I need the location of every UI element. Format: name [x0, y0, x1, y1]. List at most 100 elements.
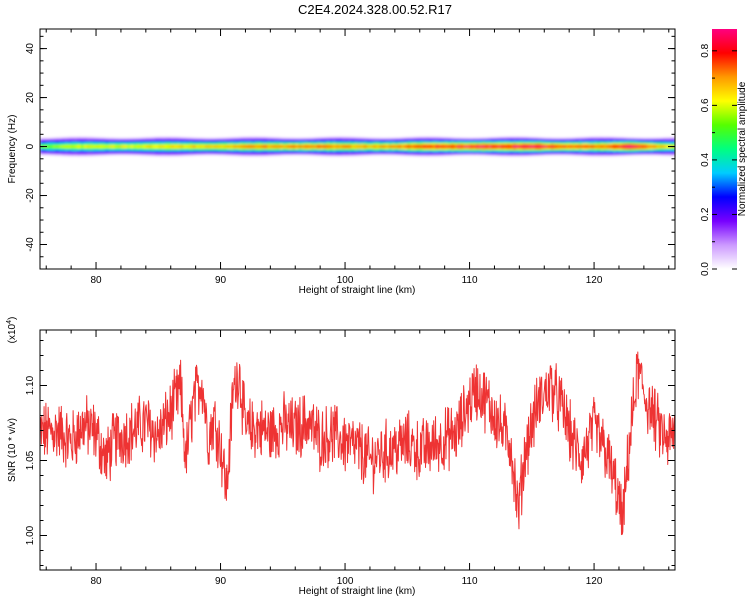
- spectral-cell: [313, 145, 318, 148]
- spectrogram-panel: 80 90 100 110 120 40 20 0 -20 -40 Height of strai…: [7, 28, 676, 296]
- spectral-cell: [326, 145, 331, 148]
- spectral-cell: [304, 145, 309, 148]
- spectral-cell: [114, 145, 119, 148]
- spectral-cell: [320, 145, 324, 148]
- colorbar-ticks: 0.0 0.2 0.4 0.6 0.8: [700, 43, 737, 276]
- spectral-cell: [229, 145, 234, 148]
- spectral-cell: [643, 145, 648, 148]
- snr-series-line: [40, 351, 675, 536]
- spectral-cell: [61, 145, 66, 148]
- y-tick-label: 20: [25, 92, 36, 104]
- spectral-cell: [603, 145, 608, 148]
- spectral-cell: [55, 145, 60, 148]
- spectral-cell: [307, 145, 312, 148]
- spectral-cell: [447, 145, 452, 148]
- spectral-cell: [189, 145, 194, 148]
- spectral-cell: [226, 145, 231, 148]
- y-tick-label: 40: [25, 43, 36, 55]
- spectral-cell: [587, 145, 592, 148]
- spectral-cell: [192, 145, 197, 148]
- spectral-cell: [444, 145, 449, 148]
- spectral-cell: [164, 145, 169, 148]
- spectral-cell: [99, 145, 103, 148]
- spectral-cell: [388, 145, 393, 148]
- spectral-cell: [105, 145, 110, 148]
- spectral-cell: [581, 145, 586, 148]
- x-tick-label: 110: [462, 275, 478, 286]
- spectral-cell: [180, 145, 184, 148]
- spectral-cell: [223, 145, 228, 148]
- spectral-cell: [369, 145, 374, 148]
- spectral-cell: [609, 145, 614, 148]
- spectral-cell: [482, 145, 486, 148]
- spectral-cell: [622, 145, 626, 148]
- spectral-cell: [572, 145, 576, 148]
- spectral-cell: [220, 145, 225, 148]
- spectral-cell: [391, 145, 396, 148]
- spectral-cell: [600, 145, 604, 148]
- spectral-cell: [665, 145, 670, 148]
- spectral-cell: [148, 145, 153, 148]
- spectrogram-ylabel: Frequency (Hz): [7, 115, 18, 184]
- spectral-cell: [335, 145, 340, 148]
- spectral-cell: [232, 145, 237, 148]
- spectral-cell: [506, 145, 511, 148]
- snr-xlabel: Height of straight line (km): [299, 586, 416, 597]
- spectral-cell: [469, 145, 474, 148]
- spectral-cell: [136, 145, 141, 148]
- spectral-cell: [478, 145, 483, 148]
- spectral-cell: [615, 145, 620, 148]
- spectral-cell: [597, 145, 601, 148]
- spectral-cell: [64, 145, 69, 148]
- x-tick-label: 90: [215, 275, 227, 286]
- colorbar-tick-label: 0.6: [700, 98, 711, 112]
- spectral-cell: [407, 145, 412, 148]
- spectral-cell: [282, 145, 287, 148]
- spectral-cell: [475, 145, 480, 148]
- spectral-cell: [80, 145, 85, 148]
- spectral-cell: [217, 145, 222, 148]
- spectral-cell: [186, 145, 191, 148]
- spectral-cell: [354, 145, 359, 148]
- y-tick-label: 1.00: [25, 525, 36, 545]
- spectral-cell: [267, 145, 271, 148]
- spectral-cell: [441, 145, 446, 148]
- spectral-cell: [357, 145, 362, 148]
- spectral-cell: [413, 145, 418, 148]
- spectral-cell: [575, 145, 580, 148]
- spectrogram-xlabel: Height of straight line (km): [299, 285, 416, 296]
- spectral-cell: [317, 145, 321, 148]
- spectral-cell: [497, 145, 502, 148]
- spectral-cell: [89, 145, 94, 148]
- spectral-cell: [653, 145, 657, 148]
- spectral-cell: [108, 145, 113, 148]
- spectral-cell: [376, 145, 380, 148]
- spectral-cell: [214, 145, 219, 148]
- colorbar-tick-label: 0.0: [700, 262, 711, 276]
- spectral-cell: [74, 145, 78, 148]
- colorbar-label: Normalized spectral amplitude: [737, 81, 748, 216]
- spectral-cell: [245, 145, 250, 148]
- spectral-cell: [656, 145, 661, 148]
- spectral-cell: [494, 145, 499, 148]
- spectral-cell: [273, 145, 278, 148]
- colorbar-gradient: [712, 29, 737, 269]
- spectral-cell: [503, 145, 508, 148]
- spectral-cell: [239, 145, 243, 148]
- spectral-cell: [251, 145, 256, 148]
- spectral-cell: [534, 145, 539, 148]
- snr-multiplier: (x104): [6, 317, 18, 344]
- spectral-cell: [170, 145, 175, 148]
- spectral-cell: [640, 145, 645, 148]
- spectral-cell: [292, 145, 296, 148]
- spectral-cell: [211, 145, 215, 148]
- spectral-cell: [264, 145, 268, 148]
- spectral-cell: [379, 145, 383, 148]
- spectral-cell: [538, 145, 542, 148]
- spectral-cell: [195, 145, 200, 148]
- colorbar-tick-label: 0.2: [700, 207, 711, 221]
- spectral-cell: [544, 145, 548, 148]
- spectral-cell: [541, 145, 545, 148]
- spectral-cell: [556, 145, 561, 148]
- spectral-cell: [276, 145, 281, 148]
